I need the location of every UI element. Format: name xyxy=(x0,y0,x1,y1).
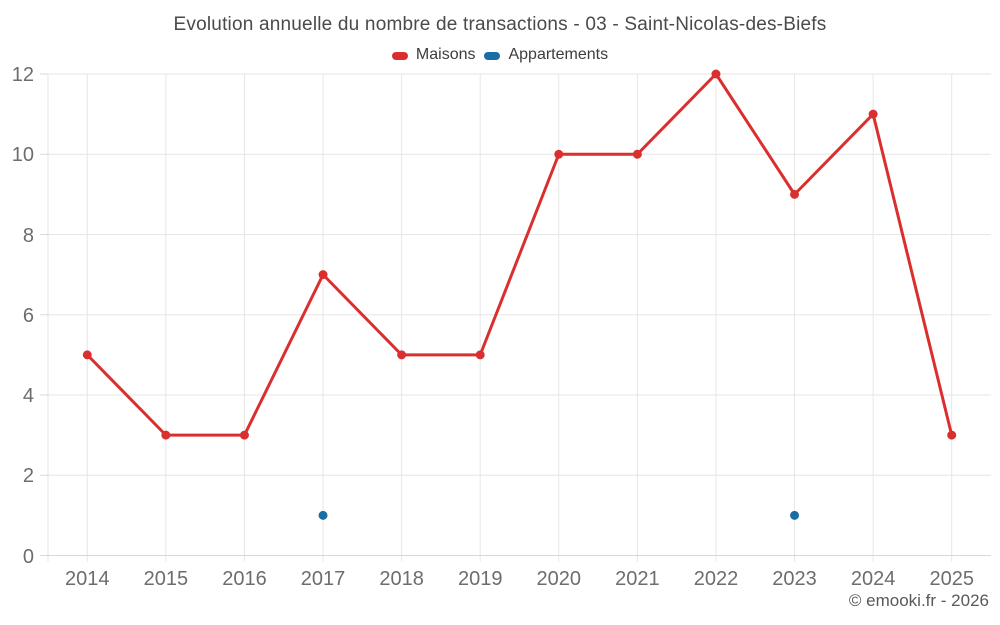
watermark-credit: © emooki.fr - 2026 xyxy=(848,591,989,610)
chart-title: Evolution annuelle du nombre de transact… xyxy=(173,14,827,35)
data-point-maisons-2017 xyxy=(318,270,328,280)
x-tick-label-2023: 2023 xyxy=(772,568,817,590)
legend-swatch-appartements xyxy=(484,52,501,60)
x-tick-label-2025: 2025 xyxy=(929,568,974,590)
data-point-maisons-2022 xyxy=(711,69,721,79)
data-point-maisons-2014 xyxy=(82,350,92,360)
data-point-maisons-2016 xyxy=(239,430,249,440)
legend-swatch-maisons xyxy=(391,52,408,60)
y-tick-label-0: 0 xyxy=(22,545,34,568)
x-tick-label-2014: 2014 xyxy=(65,568,110,590)
y-tick-label-8: 8 xyxy=(22,224,34,247)
data-point-maisons-2015 xyxy=(161,430,171,440)
y-tick-label-6: 6 xyxy=(22,304,34,327)
y-tick-label-2: 2 xyxy=(22,465,34,488)
x-tick-label-2021: 2021 xyxy=(615,568,660,590)
legend-item-maisons[interactable]: Maisons xyxy=(391,46,476,64)
data-point-maisons-2024 xyxy=(868,109,878,119)
x-tick-label-2024: 2024 xyxy=(850,568,896,590)
x-tick-label-2022: 2022 xyxy=(693,568,739,590)
x-tick-label-2020: 2020 xyxy=(536,568,582,590)
y-tick-label-4: 4 xyxy=(22,385,34,407)
data-point-appartements-2023 xyxy=(790,510,800,520)
legend-label: Appartements xyxy=(508,46,609,63)
legend: Maisons Appartements xyxy=(0,44,1000,66)
x-tick-label-2017: 2017 xyxy=(300,568,346,590)
data-point-maisons-2019 xyxy=(475,350,485,360)
legend-item-appartements[interactable]: Appartements xyxy=(484,46,608,64)
x-tick-label-2015: 2015 xyxy=(143,568,189,590)
y-tick-label-12: 12 xyxy=(11,64,34,86)
series-line-maisons xyxy=(85,72,954,437)
data-point-maisons-2023 xyxy=(790,189,800,199)
data-point-maisons-2018 xyxy=(397,350,407,360)
legend-label: Maisons xyxy=(415,46,476,63)
y-tick-label-10: 10 xyxy=(11,144,34,167)
data-point-maisons-2025 xyxy=(947,430,957,440)
data-point-appartements-2017 xyxy=(318,510,328,520)
x-tick-label-2018: 2018 xyxy=(379,568,424,590)
data-point-maisons-2021 xyxy=(632,149,642,159)
data-point-maisons-2020 xyxy=(554,149,564,159)
x-tick-label-2019: 2019 xyxy=(457,568,503,590)
x-tick-label-2016: 2016 xyxy=(222,568,267,590)
